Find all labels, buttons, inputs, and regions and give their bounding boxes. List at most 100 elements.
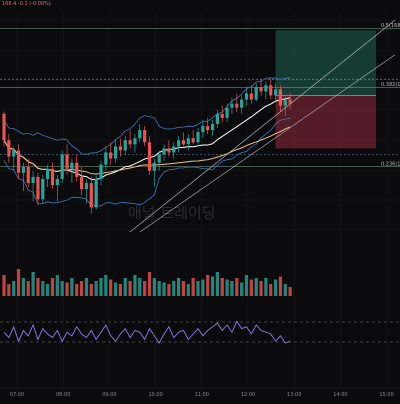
trend-line — [139, 54, 396, 233]
candle-body — [157, 154, 161, 163]
candle-body — [104, 152, 108, 165]
candle-body — [7, 140, 11, 157]
volume-bar — [259, 281, 263, 296]
candle-body — [80, 176, 84, 190]
candle-body — [147, 142, 152, 171]
volume-bar — [2, 275, 6, 296]
fib-label: 0.382(1 — [381, 82, 400, 88]
volume-bar — [55, 275, 59, 296]
candle-body — [109, 152, 113, 159]
candle-body — [181, 140, 186, 145]
volume-bar — [89, 284, 93, 296]
candle-body — [26, 166, 30, 183]
x-tick-label: 10:00 — [148, 392, 162, 398]
volume-bar — [50, 278, 55, 296]
volume-bar — [269, 284, 273, 296]
x-tick-label: 07:00 — [10, 392, 24, 398]
candlestick-series — [2, 79, 292, 214]
volume-bar — [104, 275, 108, 296]
volume-bar — [65, 282, 69, 296]
candle-body — [113, 146, 118, 159]
volume-bar — [177, 278, 181, 296]
candle-body — [94, 178, 98, 208]
candle-body — [41, 178, 45, 200]
volume-bar — [147, 272, 152, 296]
candle-body — [152, 162, 156, 171]
candle-body — [269, 85, 273, 96]
volume-bar — [31, 272, 35, 296]
candle-body — [240, 99, 244, 108]
candle-body — [128, 140, 132, 145]
volume-bar — [143, 281, 147, 296]
volume-bar — [128, 281, 132, 296]
long-position-tool — [275, 30, 376, 149]
candle-body — [210, 123, 215, 131]
candle-body — [46, 168, 50, 179]
candle-body — [201, 126, 205, 133]
volume-bar — [172, 281, 176, 296]
candle-body — [118, 146, 122, 151]
volume-bar — [215, 272, 219, 296]
oscillator-line — [3, 320, 291, 344]
candle-body — [172, 146, 176, 153]
candle-body — [264, 85, 268, 92]
volume-bar — [274, 279, 278, 296]
candle-body — [123, 140, 127, 151]
volume-bar — [118, 284, 122, 296]
candle-body — [89, 183, 93, 208]
trend-line — [129, 19, 396, 233]
volume-bar — [12, 281, 16, 296]
volume-bar — [7, 284, 11, 296]
volume-bar — [152, 278, 156, 296]
candle-body — [70, 162, 74, 169]
volume-bar — [162, 282, 166, 296]
volume-bar — [181, 281, 186, 296]
candle-body — [143, 130, 147, 143]
candle-body — [196, 132, 200, 143]
x-tick-label: 14:00 — [333, 392, 347, 398]
candle-body — [244, 93, 249, 100]
volume-bar — [225, 279, 229, 296]
volume-bar — [186, 284, 190, 296]
volume-bar — [70, 278, 74, 296]
candle-body — [99, 164, 103, 179]
time-axis: 07:00 08:00 09:00 10:00 11:00 12:00 13:00 14:00… — [0, 387, 400, 398]
candle-body — [84, 183, 89, 190]
candle-body — [288, 99, 292, 104]
candle-body — [215, 113, 219, 124]
volume-bar — [157, 281, 161, 296]
volume-bar — [244, 275, 249, 296]
candle-body — [65, 154, 69, 169]
volume-bar — [249, 279, 253, 296]
fib-label: 0.236(1 — [381, 162, 400, 168]
candle-body — [254, 87, 258, 100]
x-tick-label: 09:00 — [102, 392, 116, 398]
volume-bar — [99, 278, 103, 296]
upper-band — [3, 77, 291, 155]
volume-bar — [278, 276, 283, 296]
candle-body — [2, 113, 6, 141]
volume-bar — [84, 278, 89, 296]
x-tick-label: 12:00 — [241, 392, 255, 398]
candle-body — [230, 103, 234, 108]
volume-bar — [41, 281, 45, 296]
volume-bar — [220, 278, 224, 296]
volume-bar — [167, 284, 171, 296]
candle-body — [274, 89, 278, 96]
volume-bar — [264, 278, 268, 296]
volume-bar — [36, 278, 40, 296]
volume-bar — [240, 282, 244, 296]
volume-bar — [75, 284, 79, 296]
candle-body — [21, 166, 25, 173]
volume-bar — [26, 281, 30, 296]
candle-body — [31, 176, 35, 183]
candle-body — [75, 162, 79, 177]
candle-body — [235, 103, 239, 108]
volume-bar — [123, 278, 127, 296]
candle-body — [283, 99, 287, 106]
price-readout: 166.4 -0.1 (-0.00%) — [2, 1, 51, 7]
lower-band — [3, 117, 291, 207]
candle-body — [278, 89, 283, 106]
